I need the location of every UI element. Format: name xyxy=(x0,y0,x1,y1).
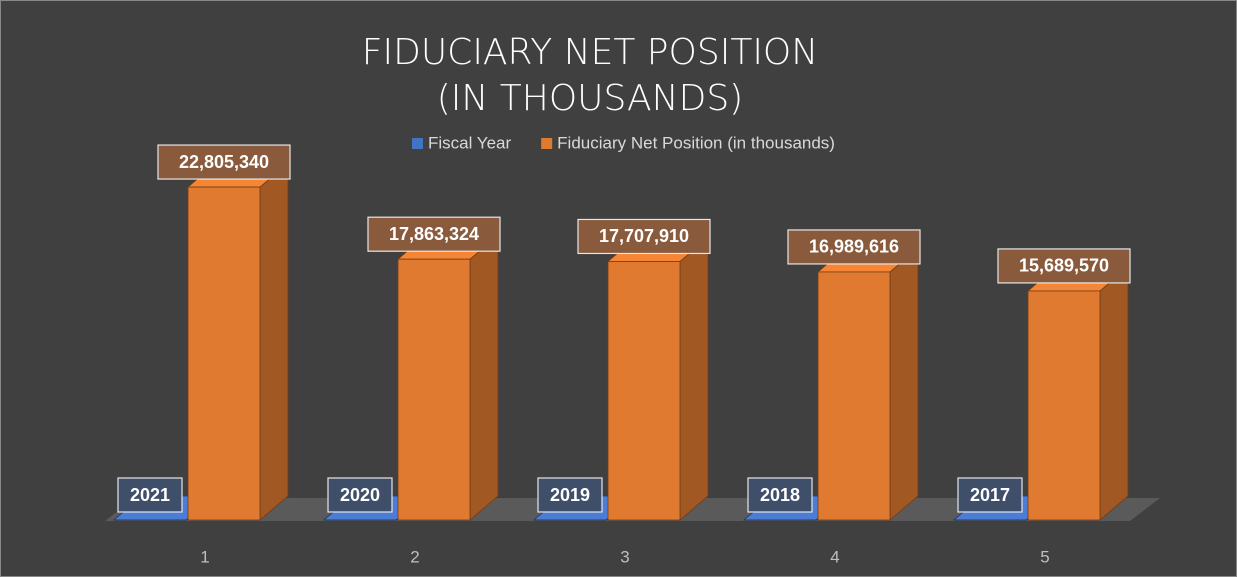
data-label-box xyxy=(327,477,393,513)
data-label-box xyxy=(997,248,1131,284)
bar xyxy=(1027,290,1101,521)
chart-title: FIDUCIARY NET POSITION (IN THOUSANDS) xyxy=(361,32,819,119)
data-label: 17,863,324 xyxy=(389,224,479,244)
data-label: 22,805,340 xyxy=(179,152,269,172)
data-label-box xyxy=(537,477,603,513)
data-label: 2021 xyxy=(130,485,170,505)
x-tick-label: 5 xyxy=(1040,547,1049,566)
data-label: 2019 xyxy=(550,485,590,505)
bar xyxy=(397,258,471,521)
data-label-box xyxy=(957,477,1023,513)
data-label-box xyxy=(577,218,711,255)
data-label: 2020 xyxy=(340,485,380,505)
data-label: 15,689,570 xyxy=(1019,256,1109,276)
x-tick-label: 1 xyxy=(200,547,209,566)
data-label-box xyxy=(117,477,183,513)
data-label-box xyxy=(157,144,291,180)
x-tick-label: 4 xyxy=(830,547,839,566)
data-label-box xyxy=(787,229,921,265)
legend-label: Fiscal Year xyxy=(428,133,511,152)
bar-side xyxy=(259,162,289,521)
legend-swatch xyxy=(541,138,553,149)
bar-side xyxy=(469,234,499,521)
data-label: 16,989,616 xyxy=(809,237,899,257)
x-tick-label: 2 xyxy=(410,547,419,566)
legend-swatch xyxy=(412,138,423,149)
data-label: 2018 xyxy=(760,485,800,505)
data-label: 17,707,910 xyxy=(599,226,689,246)
data-label-box xyxy=(747,477,813,513)
bar-side xyxy=(889,247,919,521)
bar xyxy=(817,271,891,521)
bar xyxy=(187,186,261,521)
legend-label: Fiduciary Net Position (in thousands) xyxy=(557,133,835,152)
data-label: 2017 xyxy=(970,485,1010,505)
bar xyxy=(607,261,681,521)
data-label-box xyxy=(367,216,501,252)
bar-side xyxy=(679,236,709,521)
bar-side xyxy=(1099,266,1129,521)
x-tick-label: 3 xyxy=(620,547,629,566)
